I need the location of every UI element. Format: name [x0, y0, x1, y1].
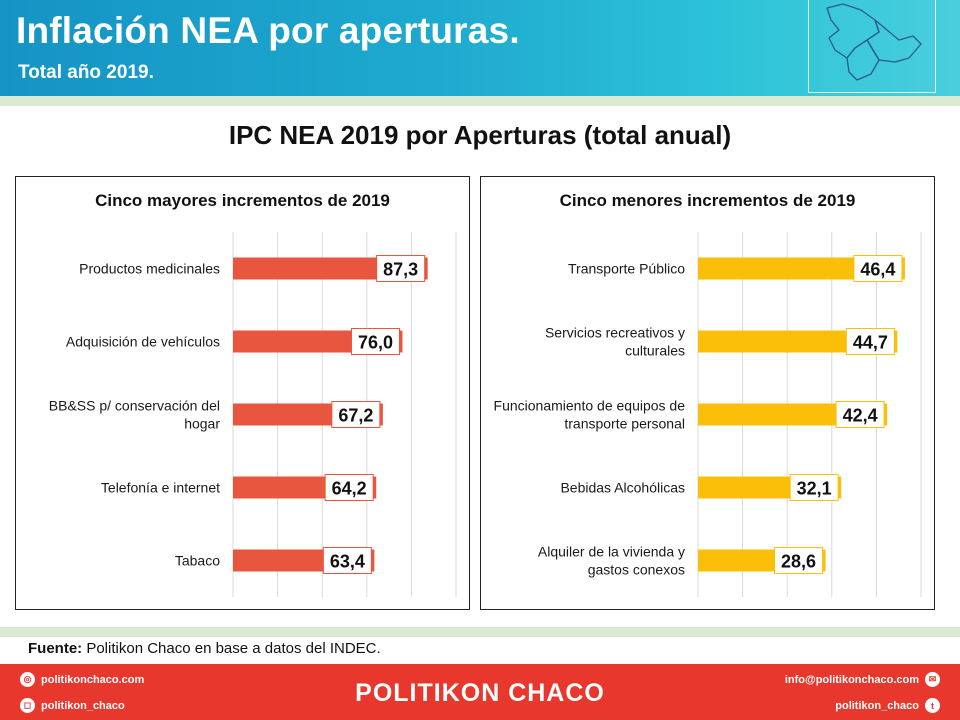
data-label-box: [376, 255, 426, 282]
chart-lowest-svg: Transporte Público 46,4 Servicios recreati…: [494, 232, 922, 597]
category-label: Servicios recreativos y culturales: [545, 325, 685, 359]
data-label: 76,0: [358, 333, 393, 353]
chart-highest-svg: Productos medicinales 87,3 Adquisición de …: [49, 232, 457, 597]
instagram-icon: ◻: [20, 698, 35, 713]
dribbble-icon: ◎: [20, 672, 35, 687]
data-label: 87,3: [383, 260, 418, 280]
data-label-box: [331, 401, 381, 428]
chart-main-title: IPC NEA 2019 por Aperturas (total anual): [228, 120, 732, 150]
category-label: BB&SS p/ conservación del hogar: [49, 398, 221, 432]
region-map-icon: [808, 0, 936, 93]
data-label: 28,6: [781, 552, 816, 572]
data-label-box: [350, 328, 400, 355]
data-label: 64,2: [332, 479, 367, 499]
bar: [698, 257, 905, 280]
category-label: Telefonía e internet: [101, 480, 220, 496]
data-label: 44,7: [853, 333, 888, 353]
data-label-box: [845, 328, 895, 355]
footer-instagram-text: politikon_chaco: [41, 699, 125, 712]
page-subtitle: Total año 2019.: [18, 62, 154, 83]
divider-band-bottom: [0, 627, 960, 637]
category-label: Adquisición de vehículos: [66, 334, 220, 350]
mail-icon: ✉: [925, 672, 940, 687]
data-label: 42,4: [843, 406, 878, 426]
chart-panel-highest: Cinco mayores incrementos de 2019 Produc…: [15, 176, 470, 610]
category-label: Funcionamiento de equipos de transporte p…: [494, 398, 686, 432]
source-text: Politikon Chaco en base a datos del INDE…: [82, 640, 381, 657]
chart-title-highest: Cinco mayores incrementos de 2019: [95, 191, 390, 210]
chart-panel-lowest: Cinco menores incrementos de 2019 Transp…: [480, 176, 935, 610]
footer-instagram[interactable]: ◻ politikon_chaco: [20, 698, 125, 713]
category-label: Alquiler de la vivienda y gastos conexos: [538, 544, 685, 578]
data-label-box: [774, 547, 824, 574]
footer-brand: POLITIKON CHACO: [355, 679, 605, 707]
footer-website-text: politikonchaco.com: [41, 673, 145, 686]
footer-email-text: info@politikonchaco.com: [784, 673, 919, 686]
category-label: Transporte Público: [568, 261, 685, 277]
page-title: Inflación NEA por aperturas.: [16, 10, 520, 51]
divider-band-top: [0, 96, 960, 106]
source-note: Fuente: Politikon Chaco en base a datos …: [28, 640, 381, 657]
source-label: Fuente:: [28, 640, 83, 657]
twitter-icon: t: [925, 698, 940, 713]
footer-twitter[interactable]: politikon_chaco t: [835, 698, 940, 713]
data-label-box: [322, 547, 372, 574]
footer-twitter-text: politikon_chaco: [835, 699, 919, 712]
footer-website[interactable]: ◎ politikonchaco.com: [20, 672, 144, 687]
category-label: Productos medicinales: [79, 261, 220, 277]
category-label: Bebidas Alcohólicas: [560, 480, 685, 496]
data-label-box: [789, 474, 839, 501]
chart-title-lowest: Cinco menores incrementos de 2019: [559, 191, 856, 210]
data-label-box: [324, 474, 374, 501]
data-label: 63,4: [330, 552, 365, 572]
footer-bar: ◎ politikonchaco.com ◻ politikon_chaco P…: [0, 664, 960, 720]
header-banner: Inflación NEA por aperturas. Total año 2…: [0, 0, 960, 96]
footer-email[interactable]: info@politikonchaco.com ✉: [785, 672, 940, 687]
data-label-box: [835, 401, 885, 428]
data-label: 67,2: [338, 406, 373, 426]
data-label: 46,4: [860, 260, 895, 280]
category-label: Tabaco: [175, 553, 220, 569]
data-label: 32,1: [797, 479, 832, 499]
data-label-box: [853, 255, 903, 282]
